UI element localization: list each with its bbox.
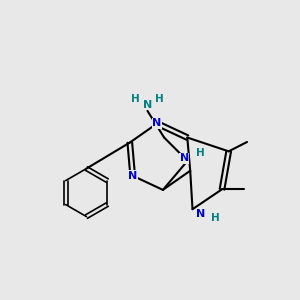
Text: H: H [212, 213, 220, 223]
Text: N: N [152, 118, 162, 128]
Text: N: N [179, 153, 189, 163]
Text: N: N [128, 171, 137, 181]
Text: H: H [196, 148, 205, 158]
Text: N: N [143, 100, 152, 110]
Text: N: N [196, 209, 206, 219]
Text: H: H [131, 94, 140, 104]
Text: H: H [155, 94, 164, 104]
